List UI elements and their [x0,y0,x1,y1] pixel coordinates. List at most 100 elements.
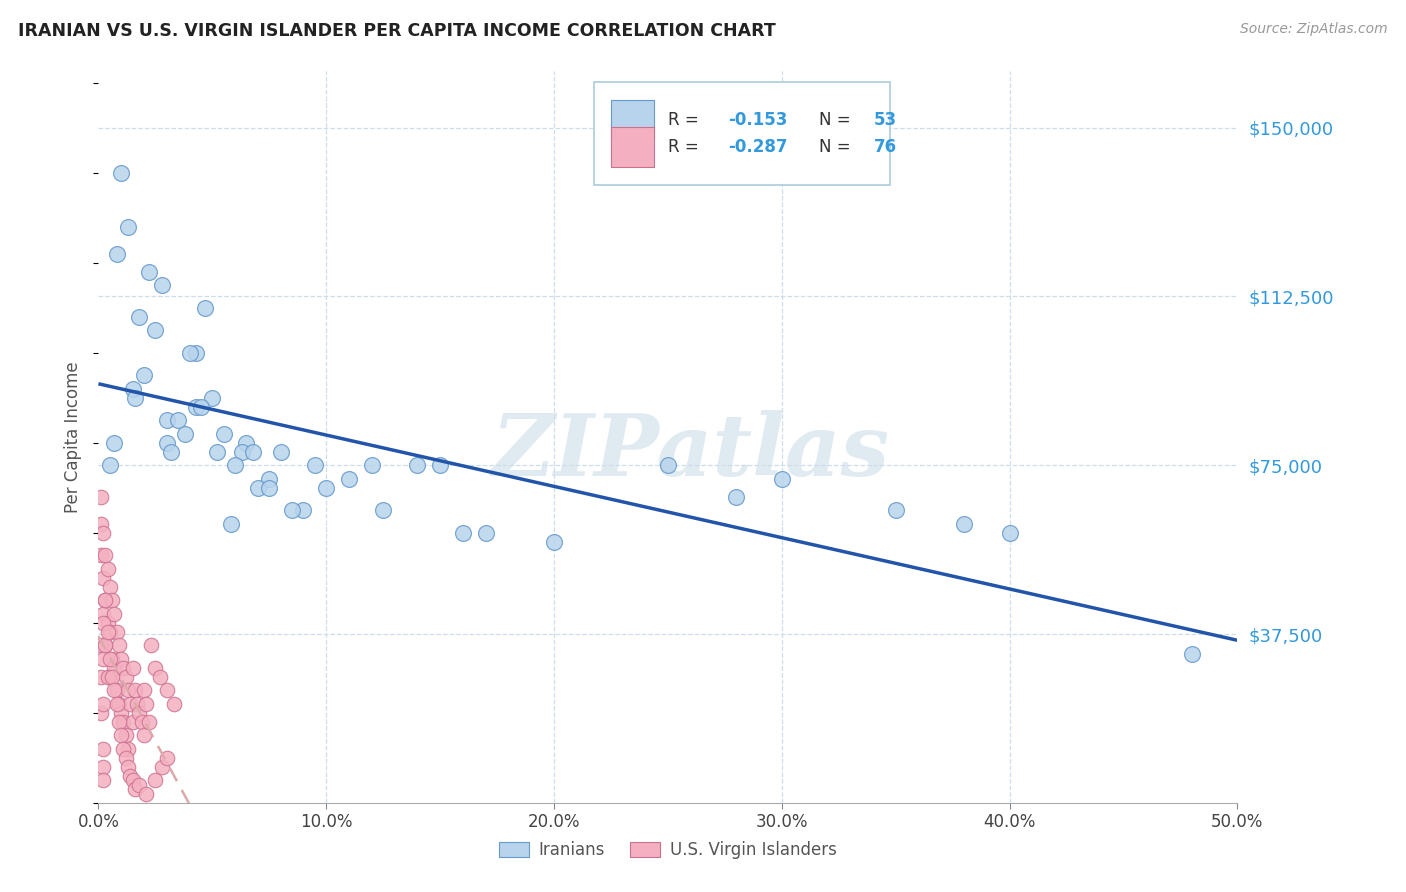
Point [132,728,155,742]
Point [96,670,118,684]
Point [110,652,132,666]
Point [281,503,304,517]
Point [98,670,121,684]
Point [96,562,118,576]
Point [224,458,246,473]
Point [94,638,117,652]
Point [270,444,292,458]
Text: N =: N = [820,137,856,156]
Text: R =: R = [668,112,704,129]
FancyBboxPatch shape [612,100,654,140]
Point [135,787,157,801]
Point [121,661,143,675]
Text: Source: ZipAtlas.com: Source: ZipAtlas.com [1240,22,1388,37]
Point [657,458,679,473]
Point [474,525,496,540]
Point [235,435,257,450]
Point [360,458,382,473]
Point [160,444,183,458]
Point [131,714,153,729]
Point [128,310,150,324]
Point [156,683,179,698]
Point [124,391,146,405]
Point [105,246,128,260]
Point [138,714,160,729]
Point [101,652,124,666]
Point [167,413,190,427]
Point [190,400,212,414]
Point [156,751,179,765]
Point [212,426,235,441]
Point [110,706,132,720]
Point [105,624,128,639]
Point [337,472,360,486]
Point [98,652,121,666]
Point [128,706,150,720]
Point [998,525,1021,540]
Text: 53: 53 [875,112,897,129]
Point [91,525,114,540]
Point [953,516,976,531]
Legend: Iranians, U.S. Virgin Islanders: Iranians, U.S. Virgin Islanders [491,833,845,868]
Point [112,661,135,675]
Point [162,697,184,711]
Point [406,458,429,473]
Point [98,458,121,473]
Point [242,444,264,458]
Point [112,714,135,729]
Point [179,345,201,359]
Point [108,638,131,652]
Point [103,661,125,675]
Point [91,773,114,788]
Point [205,444,228,458]
Point [543,534,565,549]
Point [231,444,253,458]
Point [98,580,121,594]
Point [114,728,136,742]
Point [101,670,124,684]
Point [121,773,143,788]
Point [138,265,160,279]
Point [145,323,167,337]
Text: 76: 76 [875,137,897,156]
Text: -0.153: -0.153 [728,112,787,129]
Point [90,706,112,720]
Point [90,670,112,684]
Point [451,525,474,540]
Point [91,607,114,621]
Text: IRANIAN VS U.S. VIRGIN ISLANDER PER CAPITA INCOME CORRELATION CHART: IRANIAN VS U.S. VIRGIN ISLANDER PER CAPI… [18,22,776,40]
Point [94,548,117,562]
Point [90,490,112,504]
Point [96,624,118,639]
Point [91,652,114,666]
Point [292,503,315,517]
Point [259,481,281,495]
Y-axis label: Per Capita Income: Per Capita Income [65,361,83,513]
Point [132,368,155,383]
Point [124,782,146,797]
Point [120,697,142,711]
Point [186,400,208,414]
Point [110,728,132,742]
Point [91,697,114,711]
Point [127,697,149,711]
Point [114,670,136,684]
Point [259,472,281,486]
Point [103,607,125,621]
Point [132,683,155,698]
Point [98,624,121,639]
Point [884,503,907,517]
Point [304,458,326,473]
Point [105,697,128,711]
Point [725,490,748,504]
Text: R =: R = [668,137,704,156]
Point [120,769,142,783]
Point [103,435,125,450]
Point [91,615,114,630]
Point [145,773,167,788]
Point [94,593,117,607]
Point [117,741,139,756]
Point [90,516,112,531]
Point [90,548,112,562]
Point [150,278,173,293]
